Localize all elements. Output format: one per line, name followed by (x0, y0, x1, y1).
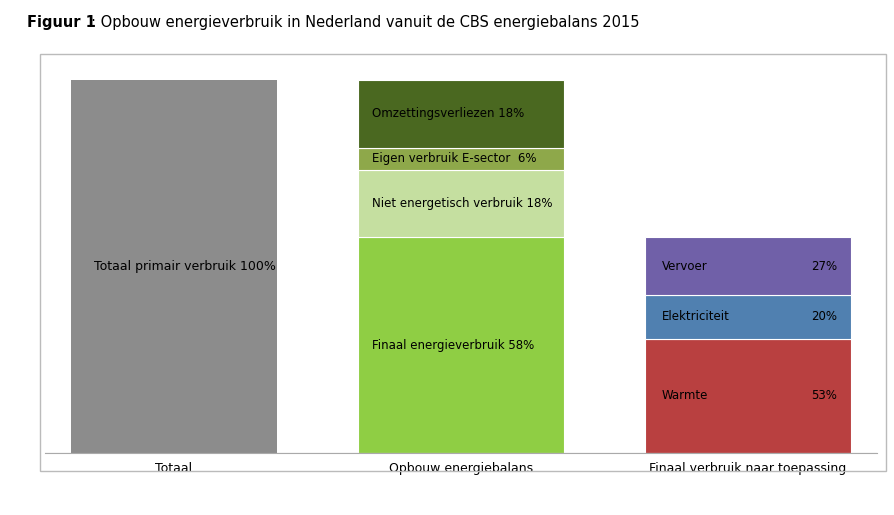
Text: 27%: 27% (810, 260, 836, 272)
Text: Vervoer: Vervoer (661, 260, 707, 272)
Text: Elektriciteit: Elektriciteit (661, 311, 729, 323)
Text: Eigen verbruik E-sector  6%: Eigen verbruik E-sector 6% (372, 152, 536, 165)
Bar (358, 147, 563, 170)
Bar (358, 170, 563, 237)
Bar (358, 237, 563, 453)
Text: Figuur 1: Figuur 1 (27, 15, 96, 30)
Bar (644, 237, 850, 296)
Bar (358, 80, 563, 147)
Text: Omzettingsverliezen 18%: Omzettingsverliezen 18% (372, 108, 524, 121)
Bar (644, 339, 850, 453)
Bar (644, 296, 850, 339)
Text: Totaal primair verbruik 100%: Totaal primair verbruik 100% (94, 260, 275, 273)
Text: Finaal energieverbruik 58%: Finaal energieverbruik 58% (372, 338, 534, 352)
Bar (71, 80, 277, 453)
Text: : Opbouw energieverbruik in Nederland vanuit de CBS energiebalans 2015: : Opbouw energieverbruik in Nederland va… (91, 15, 639, 30)
Text: 53%: 53% (810, 389, 836, 402)
Text: 20%: 20% (810, 311, 836, 323)
Text: Warmte: Warmte (661, 389, 707, 402)
Text: Niet energetisch verbruik 18%: Niet energetisch verbruik 18% (372, 197, 552, 210)
